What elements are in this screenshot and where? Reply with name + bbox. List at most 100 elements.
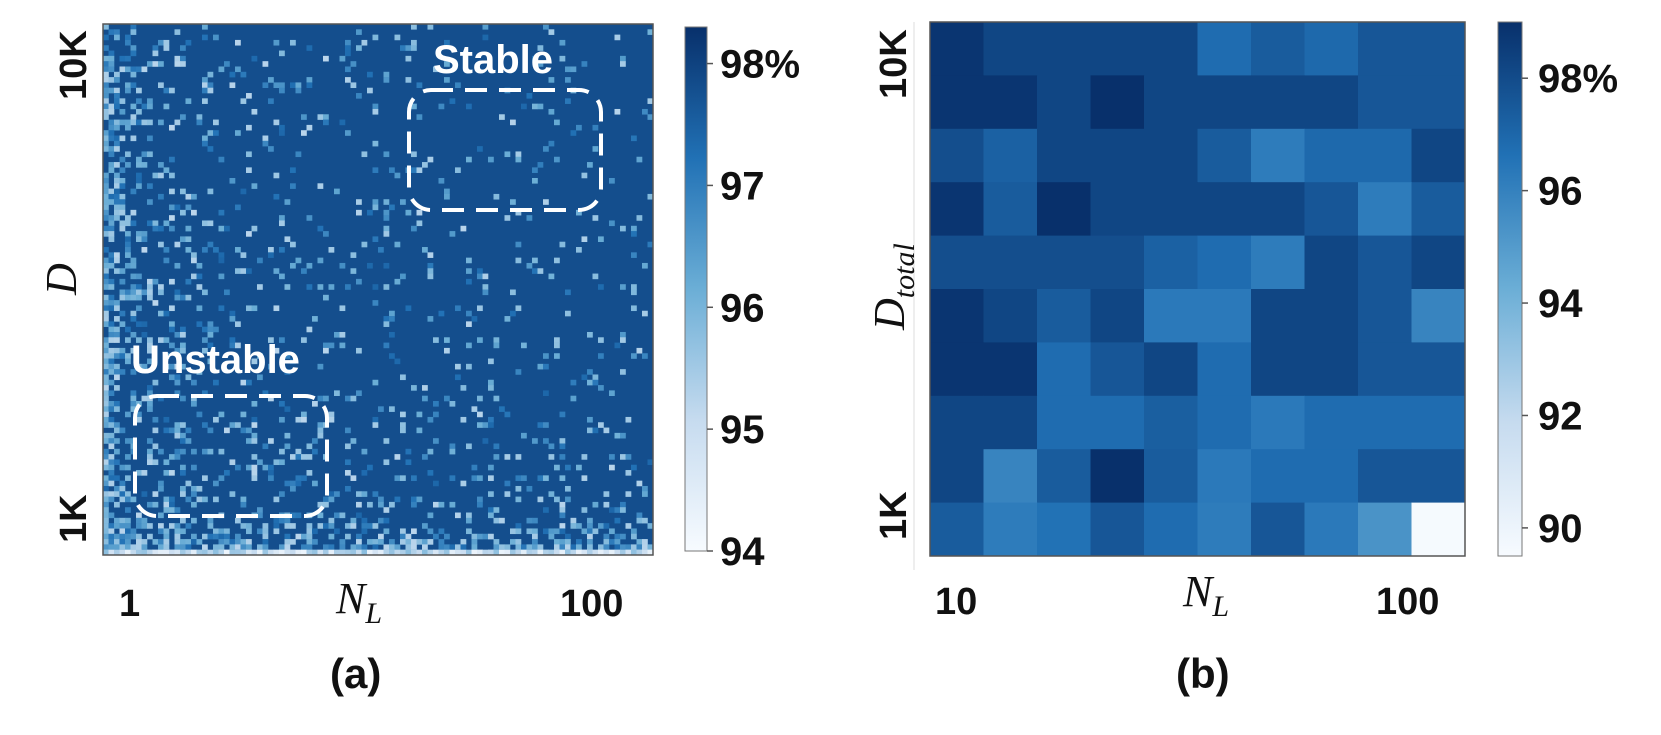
heatmap-a-cell	[103, 247, 109, 253]
heatmap-a-cell	[339, 342, 346, 349]
heatmap-a-cell	[620, 369, 626, 375]
heatmap-a-cell	[114, 517, 120, 524]
heatmap-a-cell	[163, 167, 170, 173]
heatmap-a-cell	[114, 300, 120, 306]
heatmap-b-cell	[1411, 22, 1466, 76]
heatmap-a-cell	[108, 475, 115, 481]
heatmap-a-cell	[130, 45, 137, 51]
heatmap-a-cell	[158, 549, 164, 556]
heatmap-a-cell	[185, 225, 192, 232]
heatmap-a-cell	[356, 501, 362, 508]
heatmap-a-cell	[268, 146, 274, 152]
heatmap-a-cell	[246, 523, 252, 529]
heatmap-a-cell	[279, 337, 285, 343]
heatmap-a-cell	[163, 103, 170, 110]
heatmap-a-cell	[295, 448, 302, 455]
heatmap-a-cell	[108, 528, 115, 535]
heatmap-a-cell	[147, 395, 153, 402]
heatmap-a-cell	[345, 284, 351, 290]
heatmap-a-cell	[240, 268, 247, 274]
heatmap-a-cell	[581, 454, 588, 460]
heatmap-a-cell	[642, 549, 648, 556]
heatmap-a-cell	[207, 321, 214, 327]
heatmap-a-cell	[202, 448, 208, 455]
heatmap-a-cell	[147, 438, 153, 444]
heatmap-a-cell	[273, 347, 280, 354]
heatmap-a-cell	[405, 549, 412, 556]
heatmap-a-cell	[587, 523, 593, 529]
heatmap-a-cell	[185, 39, 192, 46]
heatmap-a-cell	[251, 358, 258, 365]
heatmap-a-cell	[334, 390, 340, 396]
heatmap-a-cell	[433, 401, 439, 407]
heatmap-a-cell	[323, 55, 329, 62]
stable-annotation: Stable	[433, 38, 553, 82]
heatmap-a-cell	[207, 448, 214, 455]
heatmap-a-cell	[581, 374, 588, 381]
heatmap-a-cell	[136, 416, 142, 423]
heatmap-a-cell	[114, 331, 120, 338]
heatmap-a-cell	[488, 358, 494, 365]
heatmap-a-cell	[240, 523, 247, 529]
heatmap-a-cell	[389, 353, 395, 359]
heatmap-a-cell	[114, 29, 120, 35]
heatmap-a-cell	[246, 549, 252, 556]
heatmap-a-cell	[147, 278, 153, 285]
heatmap-a-cell	[103, 45, 109, 51]
b-x-axis-label-main: N	[1182, 567, 1215, 616]
heatmap-a-cell	[169, 225, 175, 232]
heatmap-a-cell	[400, 528, 406, 535]
heatmap-a-cell	[587, 427, 593, 434]
heatmap-a-cell	[317, 512, 324, 519]
heatmap-a-cell	[103, 464, 109, 471]
heatmap-a-cell	[180, 61, 186, 67]
heatmap-a-cell	[345, 77, 351, 83]
heatmap-a-cell	[290, 262, 296, 269]
heatmap-a-cell	[603, 533, 610, 540]
heatmap-a-cell	[609, 507, 615, 513]
heatmap-a-cell	[499, 549, 505, 556]
heatmap-a-cell	[103, 146, 109, 152]
heatmap-a-cell	[202, 87, 208, 94]
heatmap-a-cell	[136, 321, 142, 327]
heatmap-a-cell	[394, 358, 401, 365]
heatmap-a-cell	[158, 337, 164, 343]
heatmap-a-cell	[455, 305, 461, 312]
heatmap-a-cell	[103, 268, 109, 274]
heatmap-b-cell	[1251, 395, 1305, 450]
heatmap-a-cell	[103, 108, 109, 115]
heatmap-a-cell	[174, 507, 181, 513]
heatmap-a-cell	[169, 363, 175, 370]
heatmap-a-cell	[169, 188, 175, 195]
heatmap-a-cell	[108, 353, 115, 359]
heatmap-a-cell	[411, 385, 417, 391]
heatmap-a-cell	[548, 454, 555, 460]
heatmap-a-cell	[510, 539, 516, 545]
heatmap-a-cell	[284, 549, 291, 556]
heatmap-a-cell	[251, 470, 258, 476]
heatmap-a-cell	[169, 501, 175, 508]
heatmap-a-cell	[559, 507, 566, 513]
heatmap-a-cell	[279, 124, 285, 131]
heatmap-a-cell	[180, 528, 186, 535]
heatmap-a-cell	[532, 103, 538, 110]
heatmap-a-cell	[427, 512, 434, 519]
heatmap-a-cell	[240, 501, 247, 508]
heatmap-a-cell	[543, 438, 549, 444]
heatmap-a-cell	[532, 167, 538, 173]
heatmap-a-cell	[114, 71, 120, 78]
heatmap-a-cell	[103, 475, 109, 481]
heatmap-a-cell	[427, 252, 434, 258]
heatmap-a-cell	[356, 93, 362, 99]
heatmap-a-cell	[356, 533, 362, 540]
heatmap-a-cell	[372, 523, 379, 529]
heatmap-a-cell	[224, 289, 230, 296]
heatmap-a-cell	[515, 485, 522, 492]
heatmap-a-cell	[196, 262, 203, 269]
heatmap-a-cell	[559, 39, 566, 46]
heatmap-a-cells	[103, 24, 654, 556]
heatmap-a-cell	[130, 544, 137, 550]
heatmap-a-cell	[328, 544, 335, 550]
heatmap-a-cell	[312, 448, 318, 455]
heatmap-a-cell	[598, 549, 604, 556]
